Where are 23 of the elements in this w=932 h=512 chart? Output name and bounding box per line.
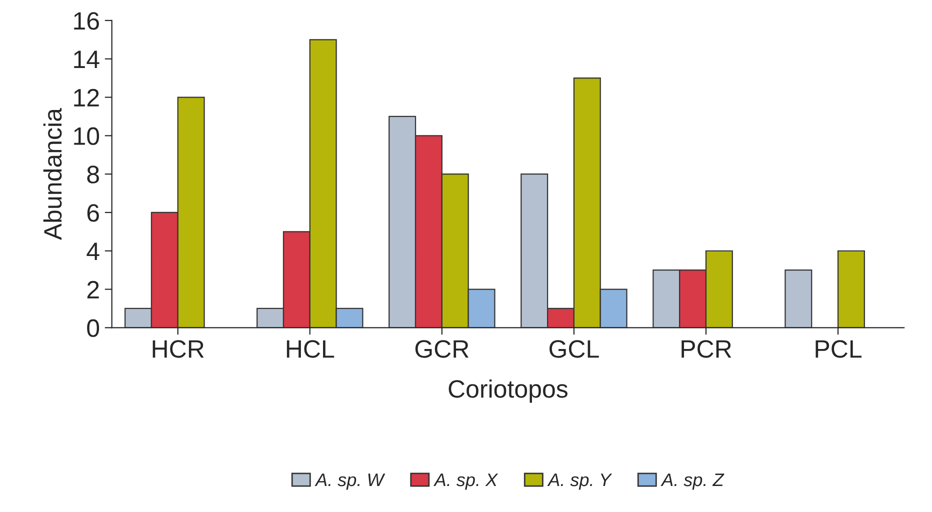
x-axis-title: Coriotopos [448, 379, 568, 403]
bar [837, 250, 865, 328]
x-tick-label: GCL [550, 340, 599, 358]
bar [784, 270, 812, 328]
y-tick-label: 12 [74, 88, 99, 106]
y-tick-label: 2 [87, 280, 99, 298]
y-tick-label: 16 [74, 12, 99, 30]
y-tick-label: 14 [74, 50, 100, 68]
y-axis-title: Abundancia [43, 108, 62, 240]
legend-label: A. sp. W [314, 474, 386, 490]
y-tick-label: 8 [87, 166, 99, 184]
x-tick-label: PCL [816, 340, 862, 358]
legend-label: A. sp. X [433, 474, 498, 490]
y-tick-label: 10 [74, 127, 100, 145]
y-tick-label: 6 [87, 204, 99, 222]
x-tick-label: HCR [152, 340, 204, 358]
y-tick-label: 0 [87, 319, 100, 337]
x-tick-label: HCL [286, 340, 334, 358]
legend-label: A. sp. Z [660, 474, 724, 490]
legend-label: A. sp. Y [547, 474, 612, 490]
x-tick-label: PCR [682, 340, 732, 358]
x-tick-label: GCR [415, 340, 469, 358]
y-tick-label: 4 [86, 242, 100, 260]
